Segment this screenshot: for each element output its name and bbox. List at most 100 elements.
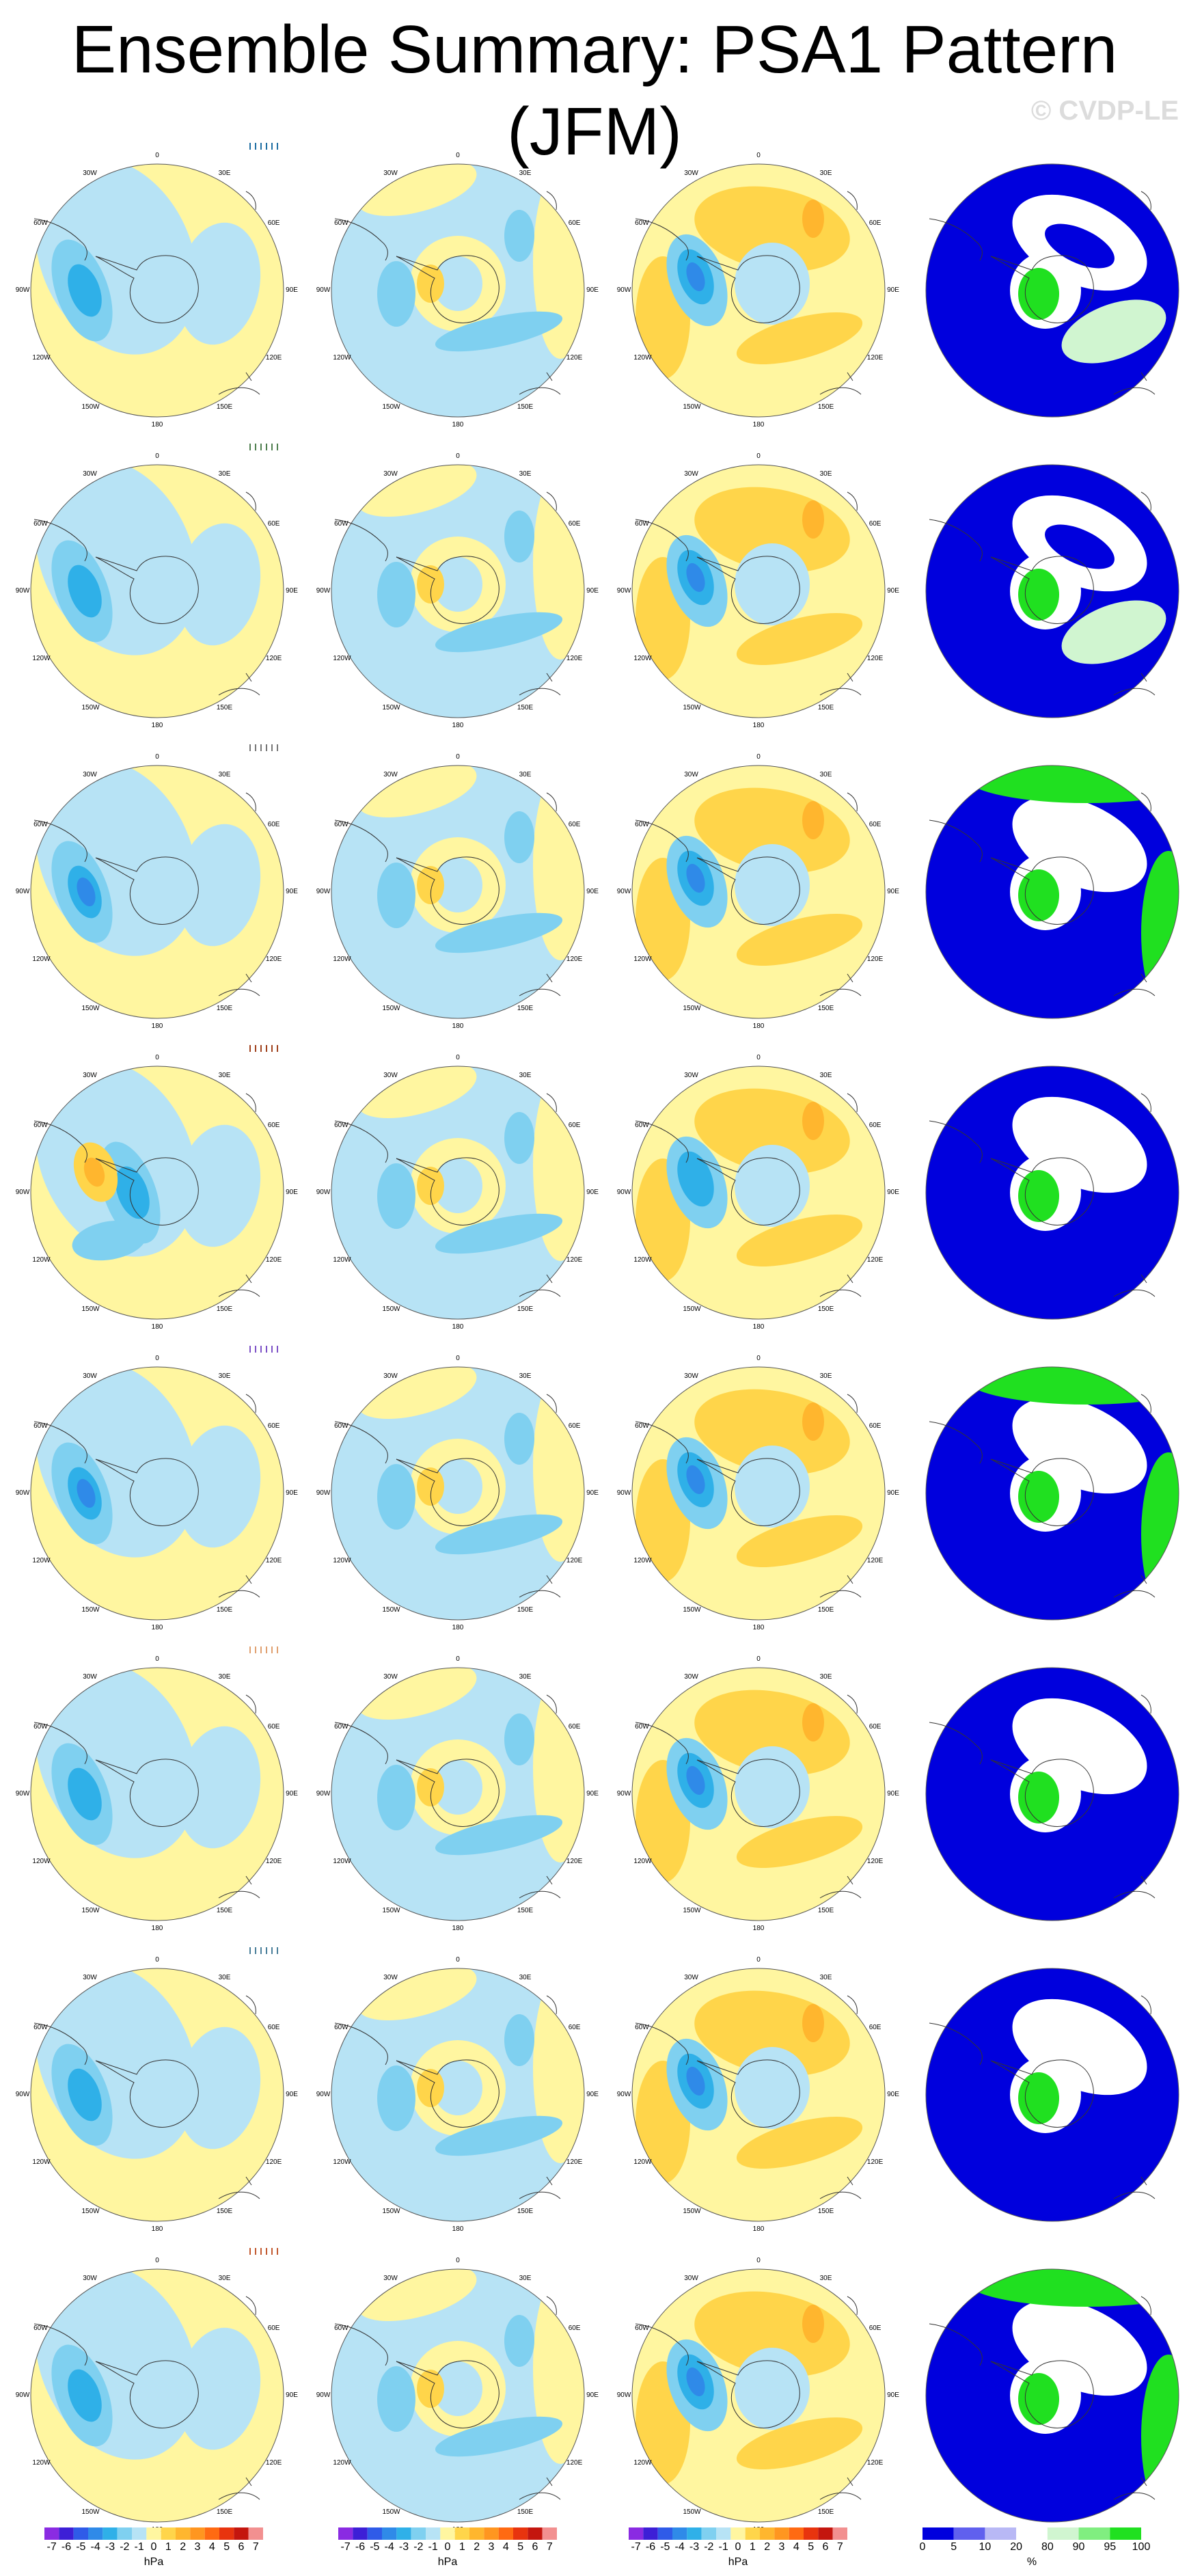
negative-anomaly-core [504,511,534,562]
lon-label: 120E [265,2458,282,2467]
antarctica-outline [95,1759,199,1827]
diff-map [631,1066,886,1320]
lon-label: 60W [334,519,348,528]
lon-label: 30W [83,1072,97,1080]
colorbar-swatch [745,2527,760,2540]
high-rank-region [1018,1471,1059,1523]
colorbar-tick-label: 3 [488,2541,495,2553]
high-rank-region [1018,2072,1059,2124]
lon-label: 180 [752,421,765,429]
positive-anomaly-center [802,1102,824,1140]
lon-label: 120E [866,654,884,662]
colorbar-swatch [396,2527,411,2540]
diff-panel: 0 30E 60E 90E 120E 150E 180 150W 120W 90W 60W 30W [615,1931,902,2233]
negative-anomaly-core [115,1166,150,1219]
lon-label: 90W [316,2391,331,2399]
high-rank-region [1018,869,1059,921]
lon-label: 120E [265,654,282,662]
obs-map [331,1968,585,2222]
lon-label: 120W [32,2458,51,2467]
lon-label: 60E [568,820,581,828]
lon-label: 150W [382,1605,400,1614]
colorbar-tick-label: 3 [194,2541,201,2553]
lon-label: 0 [756,452,761,460]
lon-label: 30W [383,170,398,178]
colorbar-tick-label: -1 [428,2541,438,2553]
colorbar-swatch [88,2527,103,2540]
lon-label: 60E [267,519,280,528]
map-border [925,765,1179,1019]
lon-label: 30W [83,1372,97,1381]
lon-label: 90E [887,2091,899,2098]
lon-label: 60E [568,1422,581,1430]
negative-anomaly-region [735,543,810,625]
lon-label: 150E [517,2508,534,2516]
south-america-outline [635,218,689,261]
colorbar-tick-label: -6 [355,2541,366,2553]
lon-label: 150W [382,403,400,411]
lon-label: 150W [382,2508,400,2516]
antarctica-outline [396,556,500,624]
negative-anomaly-region [735,1145,810,1227]
lon-label: 120W [32,955,51,963]
lon-label: 30W [383,470,398,478]
negative-anomaly-core [377,2065,415,2131]
colorbar-swatches [629,2527,847,2540]
lon-label: 90W [616,2391,631,2399]
negative-anomaly-region [433,1760,482,1815]
lon-label: 0 [756,152,761,159]
lon-label: 120W [333,2158,351,2166]
africa-outline [546,1995,557,2015]
australia-outline [519,372,561,395]
colorbar-swatch [146,2527,161,2540]
negative-anomaly-core [435,1514,563,1555]
map-border [331,163,585,418]
lon-label: 30E [819,1974,832,1982]
australia-outline [1113,2176,1156,2199]
lon-label: 0 [456,1355,460,1362]
colorbar-swatch [382,2527,397,2540]
colorbar-swatch [190,2527,205,2540]
colorbar-tick-label: 95 [1104,2541,1117,2553]
lon-label: 150W [683,1605,701,1614]
colorbar-swatch [73,2527,88,2540]
negative-anomaly-core [504,2315,534,2367]
lon-label: 90W [316,1489,331,1497]
negative-anomaly-core [504,1713,534,1765]
south-america-outline [334,819,388,863]
map-border [30,765,284,1019]
negative-anomaly-core [504,1413,534,1465]
colorbar-unit: hPa [437,2556,458,2568]
colorbar-tick-label: 7 [252,2541,259,2553]
positive-anomaly-region [736,913,863,966]
lon-label: 90W [616,1189,631,1196]
negative-anomaly-region [176,1425,261,1548]
south-america-outline [635,1421,689,1464]
high-rank-region [1061,299,1166,364]
negative-anomaly-region [735,844,810,926]
lon-label: 30W [83,1974,97,1982]
lon-label: 60E [267,820,280,828]
rank-map [925,1366,1179,1621]
colorbar-tick-label: -7 [631,2541,641,2553]
negative-anomaly-region [433,2061,482,2115]
antarctica-outline [696,1759,800,1827]
colorbar-tick-label: -1 [134,2541,144,2553]
africa-outline [245,792,256,812]
lon-label: 30E [819,771,832,779]
antarctica-outline [95,1458,199,1526]
colorbar-tick-label: 7 [546,2541,553,2553]
lon-label: 120E [866,1256,884,1264]
lon-label: 90E [286,286,298,294]
africa-outline [546,1093,557,1113]
lon-label: 90E [887,286,899,294]
positive-anomaly-center [802,2305,824,2343]
lon-label: 60W [334,820,348,828]
colorbar-tick-label: -5 [76,2541,86,2553]
africa-outline [546,792,557,812]
antarctica-outline [95,1157,199,1225]
lon-label: 180 [752,1624,765,1631]
positive-anomaly-region [736,2116,863,2169]
lon-label: 150W [382,2207,400,2215]
lon-label: 60E [267,2023,280,2031]
